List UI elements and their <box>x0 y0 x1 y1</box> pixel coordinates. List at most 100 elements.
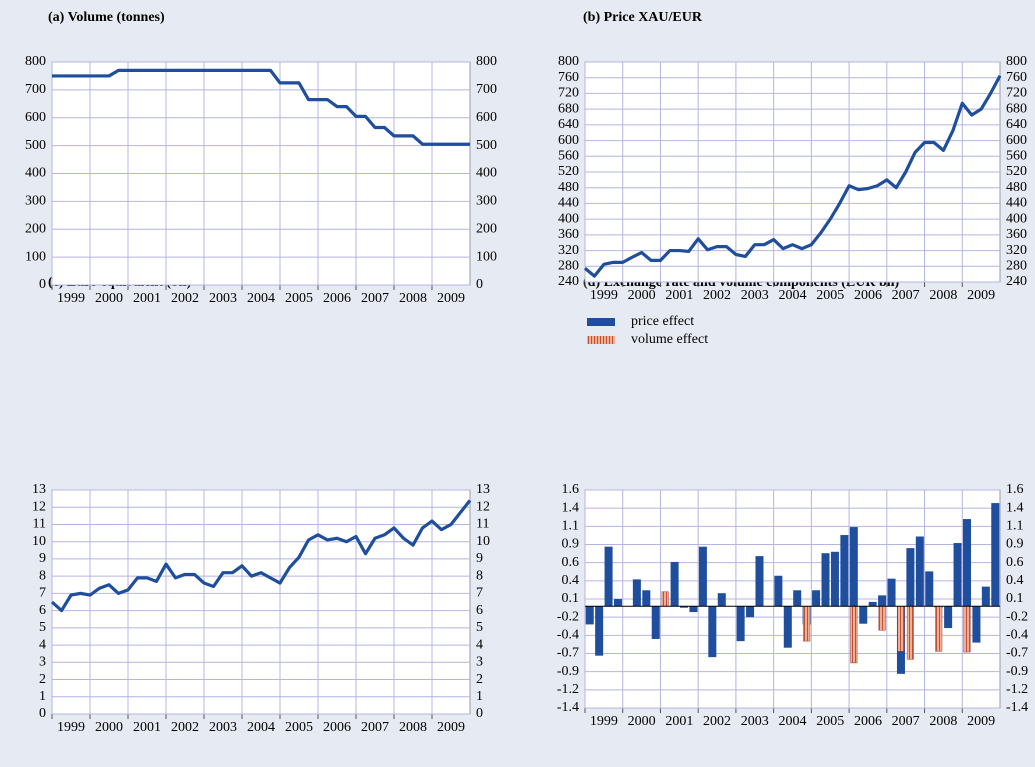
y-tick-label: 440 <box>558 196 579 211</box>
y2-tick-label: 680 <box>1006 101 1027 116</box>
y-tick-label: 12 <box>32 499 46 514</box>
y2-tick-label: 6 <box>476 603 483 618</box>
bar <box>859 606 868 624</box>
bar <box>632 579 641 607</box>
bar <box>962 519 971 607</box>
y2-tick-label: 800 <box>476 54 497 69</box>
x-tick-label: 2007 <box>361 291 389 306</box>
bar <box>717 593 726 607</box>
y2-tick-label: 640 <box>1006 117 1027 132</box>
bar <box>972 606 981 643</box>
y-tick-label: 280 <box>558 259 579 274</box>
y-tick-label: -0.4 <box>557 628 579 643</box>
y-tick-label: 4 <box>39 637 46 652</box>
bar <box>746 606 755 618</box>
y-tick-label: 3 <box>39 655 46 670</box>
y2-tick-label: -0.2 <box>1006 609 1028 624</box>
y-tick-label: 760 <box>558 70 579 85</box>
bar <box>698 546 707 607</box>
y2-tick-label: 1 <box>476 689 483 704</box>
y-tick-label: 320 <box>558 243 579 258</box>
bar <box>642 590 651 607</box>
y-tick-label: 0.9 <box>562 537 580 552</box>
y-tick-label: 400 <box>558 211 579 226</box>
y2-tick-label: 240 <box>1006 274 1027 289</box>
y-tick-label: 10 <box>32 534 46 549</box>
y2-tick-label: 100 <box>476 249 497 264</box>
y-tick-label: 1.6 <box>562 482 580 497</box>
x-tick-label: 2004 <box>247 720 275 735</box>
x-tick-label: 2002 <box>703 288 731 303</box>
y-tick-label: 100 <box>25 249 46 264</box>
x-tick-label: 2004 <box>247 291 275 306</box>
y-tick-label: 2 <box>39 672 46 687</box>
x-tick-label: 2000 <box>628 714 656 729</box>
bar <box>840 535 849 607</box>
y2-tick-label: 1.1 <box>1006 519 1024 534</box>
y2-tick-label: 1.6 <box>1006 482 1024 497</box>
bar <box>925 571 934 607</box>
y2-tick-label: 3 <box>476 655 483 670</box>
bar <box>803 606 811 642</box>
bar <box>680 606 689 608</box>
y-tick-label: 400 <box>25 166 46 181</box>
y-tick-label: 600 <box>25 110 46 125</box>
y2-tick-label: 300 <box>476 194 497 209</box>
x-tick-label: 2008 <box>399 291 427 306</box>
x-tick-label: 1999 <box>590 288 618 303</box>
y2-tick-label: 0 <box>476 706 483 721</box>
x-tick-label: 2000 <box>95 720 123 735</box>
y-tick-label: -0.7 <box>557 646 579 661</box>
bar <box>774 575 783 607</box>
y2-tick-label: 0.4 <box>1006 573 1024 588</box>
bar <box>953 543 962 607</box>
legend-label: volume effect <box>631 332 708 347</box>
y-tick-label: 480 <box>558 180 579 195</box>
y2-tick-label: -0.4 <box>1006 628 1028 643</box>
y2-tick-label: 600 <box>476 110 497 125</box>
x-tick-label: 2008 <box>929 714 957 729</box>
y-tick-label: 6 <box>39 603 46 618</box>
bar <box>604 546 613 607</box>
y2-tick-label: 400 <box>1006 211 1027 226</box>
y2-tick-label: 700 <box>476 82 497 97</box>
y2-tick-label: 4 <box>476 637 483 652</box>
legend-swatch <box>587 336 615 344</box>
x-tick-label: 2001 <box>665 288 693 303</box>
y-tick-label: 0.1 <box>562 591 580 606</box>
y2-tick-label: 440 <box>1006 196 1027 211</box>
bar <box>991 503 1000 607</box>
x-tick-label: 2009 <box>437 291 465 306</box>
bar <box>689 606 698 613</box>
y-tick-label: -1.4 <box>557 700 579 715</box>
y2-tick-label: 2 <box>476 672 483 687</box>
line-series <box>50 499 472 613</box>
y2-tick-label: -1.2 <box>1006 682 1028 697</box>
y2-tick-label: 320 <box>1006 243 1027 258</box>
y-tick-label: 0 <box>39 706 46 721</box>
bar <box>670 561 679 607</box>
y2-tick-label: -0.7 <box>1006 646 1028 661</box>
y-tick-label: 680 <box>558 101 579 116</box>
x-tick-label: 2006 <box>854 714 882 729</box>
x-tick-label: 1999 <box>590 714 618 729</box>
bar <box>887 578 896 607</box>
x-tick-label: 2004 <box>779 714 807 729</box>
x-tick-label: 2006 <box>323 720 351 735</box>
bar <box>915 536 924 607</box>
x-tick-label: 2001 <box>133 720 161 735</box>
x-tick-label: 2008 <box>929 288 957 303</box>
y2-tick-label: 9 <box>476 551 483 566</box>
x-tick-label: 2001 <box>665 714 693 729</box>
y-tick-label: 1 <box>39 689 46 704</box>
y-tick-label: 720 <box>558 86 579 101</box>
y-tick-label: 200 <box>25 221 46 236</box>
y2-tick-label: 0.9 <box>1006 537 1024 552</box>
x-tick-label: 2003 <box>209 720 237 735</box>
y-tick-label: 13 <box>32 482 46 497</box>
x-tick-label: 2006 <box>323 291 351 306</box>
y-tick-label: 11 <box>33 517 46 532</box>
y2-tick-label: 800 <box>1006 54 1027 69</box>
